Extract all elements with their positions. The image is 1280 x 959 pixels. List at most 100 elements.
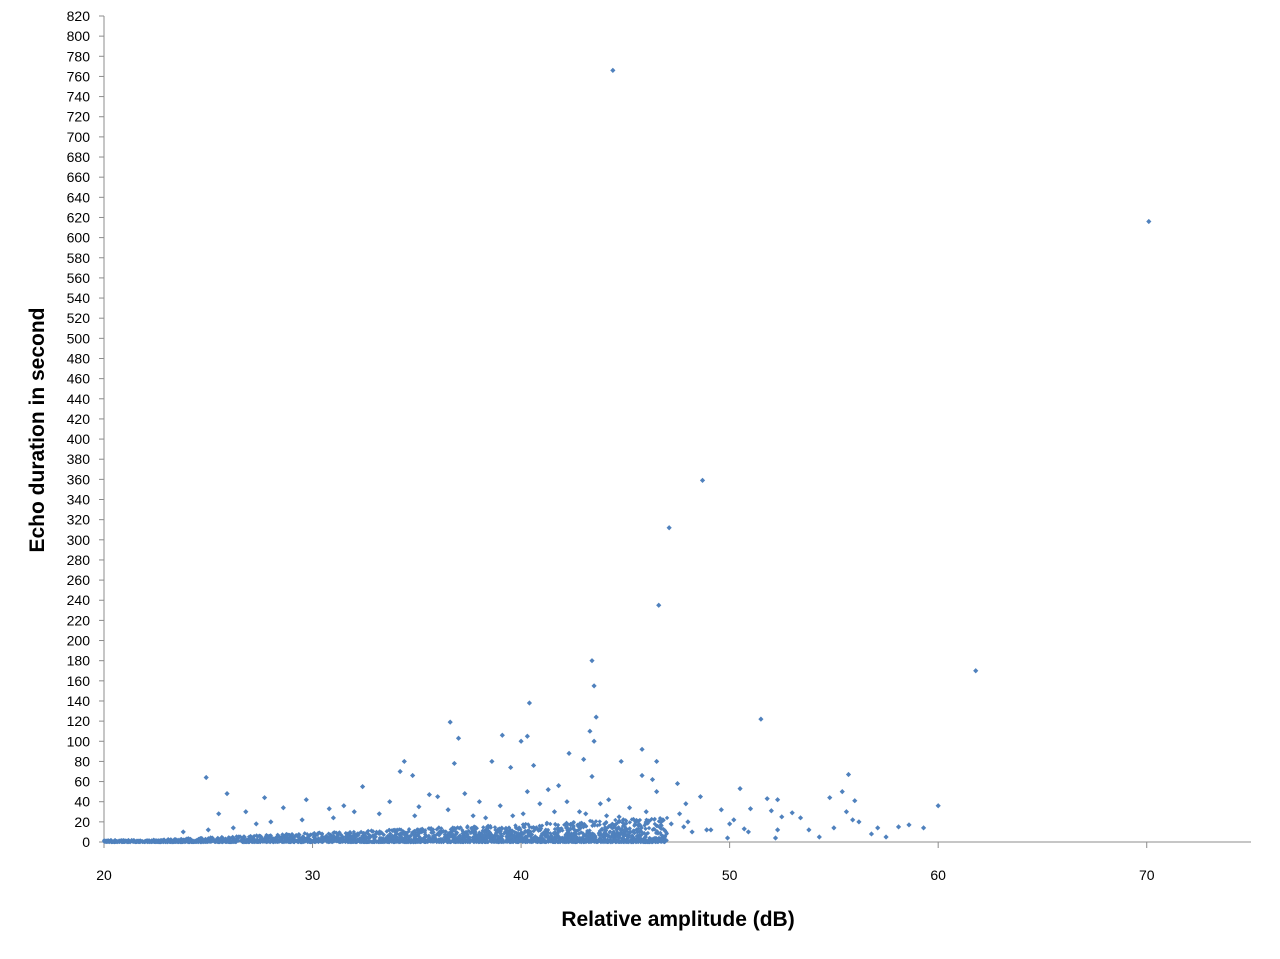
data-point <box>539 831 545 836</box>
data-point <box>524 834 529 840</box>
data-point <box>895 824 902 830</box>
data-point <box>305 839 310 844</box>
data-point <box>524 733 530 739</box>
data-point <box>324 833 329 839</box>
data-point <box>271 839 276 845</box>
data-point <box>633 839 639 845</box>
data-point <box>571 827 577 832</box>
y-tick-label: 720 <box>67 109 91 125</box>
data-point <box>816 834 822 840</box>
data-point <box>470 829 476 834</box>
data-point <box>417 830 422 836</box>
data-point <box>646 837 651 843</box>
data-point <box>660 833 666 839</box>
data-point <box>406 829 411 834</box>
data-point <box>391 835 397 841</box>
data-point <box>299 817 305 823</box>
data-point <box>311 838 316 843</box>
data-point <box>134 839 139 845</box>
y-tick-label: 780 <box>67 48 91 64</box>
data-point <box>289 831 295 837</box>
data-point <box>215 839 220 844</box>
data-point <box>318 838 324 844</box>
data-point <box>676 811 683 817</box>
data-point <box>351 829 357 835</box>
data-point <box>637 822 643 828</box>
data-point <box>775 827 781 833</box>
data-point <box>209 836 215 841</box>
data-point <box>555 822 561 828</box>
data-point <box>589 819 595 824</box>
data-point <box>358 829 364 835</box>
data-point <box>537 838 542 843</box>
data-point <box>302 831 307 836</box>
data-point <box>789 810 795 816</box>
data-point <box>589 773 595 780</box>
data-point <box>377 829 382 834</box>
data-point <box>208 835 213 840</box>
data-point <box>495 839 501 845</box>
y-tick-label: 240 <box>67 592 91 608</box>
data-point <box>608 839 613 844</box>
data-point <box>483 815 489 821</box>
data-point <box>555 827 560 832</box>
data-point <box>299 839 304 845</box>
data-point <box>599 826 605 832</box>
data-point <box>615 830 620 835</box>
data-point <box>476 834 481 839</box>
data-point <box>504 839 509 844</box>
data-point <box>589 839 594 845</box>
data-point <box>565 822 571 827</box>
y-tick-label: 80 <box>74 753 90 769</box>
data-point <box>598 839 603 844</box>
data-point <box>632 830 637 836</box>
data-point <box>610 821 615 826</box>
y-tick-label: 140 <box>67 693 91 709</box>
y-tick-label: 820 <box>67 8 91 24</box>
data-point <box>512 833 517 838</box>
data-point <box>552 839 558 844</box>
data-point <box>437 829 443 834</box>
data-point <box>463 839 468 845</box>
y-tick-label: 520 <box>67 310 91 326</box>
data-point <box>664 815 670 821</box>
data-point <box>528 829 533 834</box>
data-point <box>275 839 281 845</box>
data-point <box>129 837 134 843</box>
data-point <box>310 831 316 837</box>
data-point <box>489 758 495 765</box>
data-point <box>280 832 285 837</box>
data-point <box>591 738 597 744</box>
data-point <box>390 828 396 834</box>
data-point <box>391 839 397 845</box>
data-point <box>533 837 538 843</box>
y-tick-label: 380 <box>67 451 91 467</box>
data-point <box>593 714 599 720</box>
data-point <box>685 819 691 825</box>
data-point <box>602 829 608 834</box>
data-point <box>621 839 627 845</box>
data-point <box>210 838 215 844</box>
data-point <box>319 836 324 841</box>
data-point <box>173 837 179 842</box>
data-point <box>286 832 291 838</box>
data-point <box>515 831 521 836</box>
y-tick-label: 180 <box>67 653 91 669</box>
data-point <box>640 839 645 844</box>
data-point <box>312 839 317 845</box>
data-point <box>652 836 657 841</box>
data-point <box>576 809 583 815</box>
data-point <box>660 817 666 823</box>
data-point <box>497 838 502 843</box>
data-point <box>402 836 408 842</box>
data-point <box>544 820 550 825</box>
data-point <box>467 835 472 840</box>
data-point <box>187 838 192 843</box>
data-point <box>496 834 501 839</box>
data-point <box>366 834 371 840</box>
data-point <box>205 827 211 833</box>
data-point <box>445 837 450 843</box>
data-point <box>363 839 368 845</box>
x-tick-label: 30 <box>305 867 321 883</box>
data-point <box>681 824 687 830</box>
